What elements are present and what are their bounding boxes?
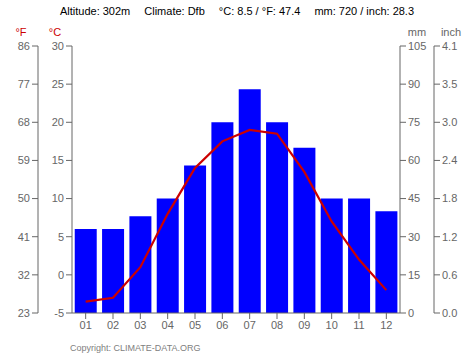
svg-text:-5: -5 xyxy=(54,307,64,319)
svg-text:77: 77 xyxy=(18,78,30,90)
svg-text:4.1: 4.1 xyxy=(442,40,457,52)
svg-text:1.8: 1.8 xyxy=(442,192,457,204)
svg-text:60: 60 xyxy=(408,154,420,166)
svg-text:0.0: 0.0 xyxy=(442,307,457,319)
svg-text:12: 12 xyxy=(380,319,392,331)
svg-text:°C: °C xyxy=(49,26,61,38)
svg-text:05: 05 xyxy=(189,319,201,331)
svg-text:03: 03 xyxy=(134,319,146,331)
svg-text:0.6: 0.6 xyxy=(442,269,457,281)
svg-text:04: 04 xyxy=(162,319,174,331)
svg-text:45: 45 xyxy=(408,192,420,204)
svg-text:07: 07 xyxy=(244,319,256,331)
svg-text:32: 32 xyxy=(18,269,30,281)
svg-text:5: 5 xyxy=(58,231,64,243)
svg-text:08: 08 xyxy=(271,319,283,331)
svg-text:41: 41 xyxy=(18,231,30,243)
svg-text:15: 15 xyxy=(408,269,420,281)
svg-text:1.2: 1.2 xyxy=(442,231,457,243)
svg-text:50: 50 xyxy=(18,192,30,204)
svg-text:3.0: 3.0 xyxy=(442,116,457,128)
svg-text:10: 10 xyxy=(326,319,338,331)
svg-text:10: 10 xyxy=(52,192,64,204)
svg-text:59: 59 xyxy=(18,154,30,166)
svg-text:105: 105 xyxy=(408,40,426,52)
svg-text:30: 30 xyxy=(408,231,420,243)
svg-text:02: 02 xyxy=(107,319,119,331)
svg-text:°F: °F xyxy=(15,26,26,38)
svg-text:90: 90 xyxy=(408,78,420,90)
html-text:mm: 720 / inch: 28.3: mm: 720 / inch: 28.3 xyxy=(314,5,414,17)
svg-text:23: 23 xyxy=(18,307,30,319)
svg-text:20: 20 xyxy=(52,116,64,128)
svg-text:inch: inch xyxy=(441,26,461,38)
svg-text:75: 75 xyxy=(408,116,420,128)
html-text:°C: 8.5 / °F: 47.4: °C: 8.5 / °F: 47.4 xyxy=(218,5,301,17)
svg-text:0: 0 xyxy=(408,307,414,319)
html-text:Altitude: 302m: Altitude: 302m xyxy=(60,5,131,17)
svg-text:30: 30 xyxy=(52,40,64,52)
svg-text:25: 25 xyxy=(52,78,64,90)
svg-text:mm: mm xyxy=(408,26,426,38)
svg-text:86: 86 xyxy=(18,40,30,52)
svg-text:06: 06 xyxy=(216,319,228,331)
html-text:Copyright: CLIMATE-DATA.ORG: Copyright: CLIMATE-DATA.ORG xyxy=(70,343,201,353)
svg-text:01: 01 xyxy=(80,319,92,331)
svg-text:11: 11 xyxy=(353,319,364,331)
svg-text:2.4: 2.4 xyxy=(442,154,457,166)
html-text:Climate: Dfb: Climate: Dfb xyxy=(144,5,205,17)
svg-text:15: 15 xyxy=(52,154,64,166)
svg-text:3.5: 3.5 xyxy=(442,78,457,90)
svg-text:68: 68 xyxy=(18,116,30,128)
svg-text:09: 09 xyxy=(298,319,310,331)
svg-text:0: 0 xyxy=(58,269,64,281)
